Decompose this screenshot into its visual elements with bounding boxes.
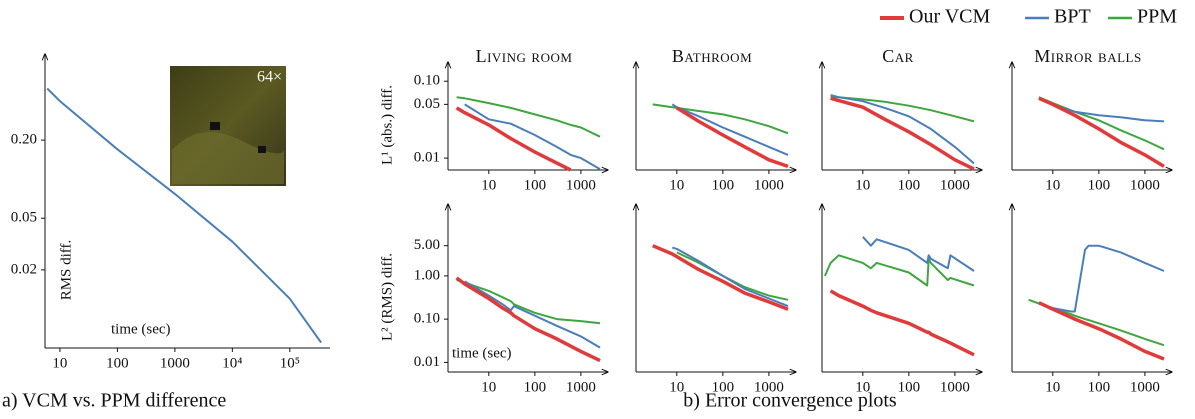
y-tick-label: 1.00	[414, 267, 440, 283]
x-tick-label: 1000	[1130, 379, 1160, 395]
x-tick-label: 10	[669, 379, 684, 395]
y-tick-label: 0.10	[414, 73, 440, 89]
x-tick-label: 1000	[1130, 177, 1160, 193]
inset-label: 64×	[257, 69, 282, 86]
series-line	[1038, 96, 1165, 168]
legend-label: BPT	[1054, 6, 1091, 28]
y-tick-label: 0.01	[414, 354, 440, 370]
x-tick-label: 10	[52, 355, 67, 371]
y-axis-label: RMS diff.	[58, 240, 74, 301]
x-tick-label: 1000	[754, 177, 784, 193]
series-line	[455, 106, 572, 172]
y-tick-label: 5.00	[414, 237, 440, 253]
series-line	[456, 96, 601, 138]
x-tick-label: 100	[524, 379, 547, 395]
x-tick-label: 10	[1045, 177, 1060, 193]
caption: a) VCM vs. PPM difference	[2, 390, 226, 412]
x-tick-label: 100	[1088, 177, 1111, 193]
series-line	[1038, 301, 1165, 361]
series-line	[1038, 97, 1165, 123]
series-line	[830, 96, 975, 171]
series-line	[862, 236, 975, 272]
legend-label: PPM	[1137, 6, 1177, 28]
chart-title: Bathroom	[672, 46, 752, 66]
series-line	[456, 279, 601, 325]
series-line	[1038, 244, 1165, 313]
x-tick-label: 10	[481, 379, 496, 395]
x-tick-label: 100	[712, 177, 735, 193]
x-tick-label: 100	[106, 355, 129, 371]
series-line	[830, 94, 975, 165]
chart-title: Living room	[476, 46, 573, 66]
y-tick-label: 0.20	[11, 132, 37, 148]
series-line	[675, 106, 789, 169]
series-line	[455, 276, 601, 363]
x-tick-label: 10⁵	[280, 355, 300, 371]
x-tick-label: 10	[481, 177, 496, 193]
x-tick-label: 10	[1045, 379, 1060, 395]
x-tick-label: 10	[669, 177, 684, 193]
x-tick-label: 1000	[754, 379, 784, 395]
legend-label: Our VCM	[909, 6, 991, 28]
series-line	[464, 280, 601, 349]
series-line	[823, 254, 975, 287]
x-tick-label: 1000	[940, 379, 970, 395]
x-tick-label: 10⁴	[222, 355, 242, 371]
series-line	[676, 251, 789, 301]
series-line	[829, 289, 975, 357]
y-axis-label: L² (RMS) diff.	[379, 253, 395, 341]
x-axis-label: time (sec)	[452, 345, 512, 361]
series-line	[46, 87, 322, 344]
inset-image: 64×	[170, 66, 286, 186]
x-tick-label: 1000	[940, 177, 970, 193]
x-tick-label: 100	[1088, 379, 1111, 395]
x-tick-label: 100	[898, 379, 921, 395]
series-line	[671, 103, 789, 156]
y-tick-label: 0.05	[11, 210, 37, 226]
y-axis-label: L¹ (abs.) diff.	[379, 85, 395, 165]
x-tick-label: 100	[898, 177, 921, 193]
x-tick-label: 1000	[566, 379, 596, 395]
y-tick-label: 0.05	[414, 96, 440, 112]
x-tick-label: 10	[855, 177, 870, 193]
chart-title: Car	[882, 46, 914, 66]
x-tick-label: 100	[524, 177, 547, 193]
y-tick-label: 0.01	[414, 150, 440, 166]
x-axis-label: time (sec)	[111, 321, 171, 337]
chart-title: Mirror balls	[1034, 46, 1141, 66]
series-line	[652, 244, 789, 311]
x-tick-label: 1000	[566, 177, 596, 193]
series-line	[464, 103, 601, 170]
x-tick-label: 100	[712, 379, 735, 395]
caption: b) Error convergence plots	[683, 390, 897, 412]
x-tick-label: 10	[855, 379, 870, 395]
x-tick-label: 1000	[160, 355, 190, 371]
series-line	[652, 103, 789, 135]
y-tick-label: 0.10	[414, 311, 440, 327]
series-line	[672, 246, 789, 308]
y-tick-label: 0.02	[11, 261, 37, 277]
